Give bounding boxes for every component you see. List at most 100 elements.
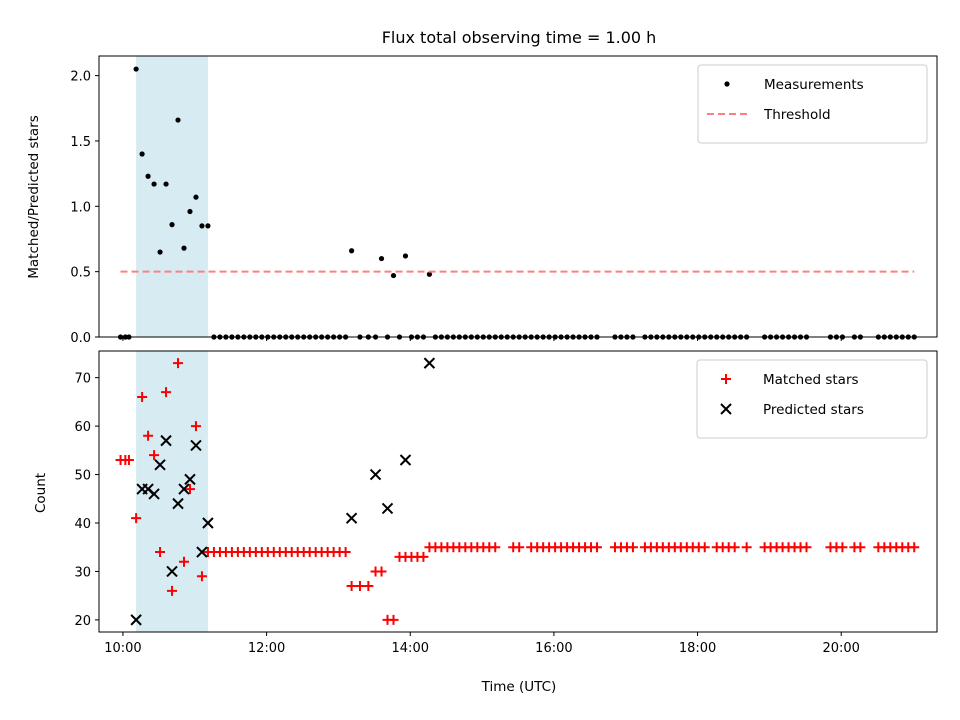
measurement-point xyxy=(426,271,433,277)
count-y-tick-label: 30 xyxy=(74,565,91,580)
matched-point xyxy=(592,542,603,553)
predicted-point xyxy=(184,473,196,486)
matched-point xyxy=(514,542,525,553)
matched-point xyxy=(137,392,148,403)
ratio-y-tick-label: 1.0 xyxy=(70,200,91,215)
predicted-point xyxy=(172,497,184,510)
matched-point xyxy=(490,542,501,553)
matched-point xyxy=(354,580,365,591)
predicted-point xyxy=(130,614,142,626)
matched-point xyxy=(855,542,866,553)
predicted-point xyxy=(190,439,202,452)
measurement-point xyxy=(390,272,397,279)
matched-point xyxy=(143,430,154,441)
predicted-point xyxy=(423,357,436,369)
legend-box xyxy=(697,64,928,144)
measurement-point xyxy=(193,194,199,200)
matched-point xyxy=(801,542,812,553)
predicted-point xyxy=(345,512,358,524)
ratio-axes-frame xyxy=(98,55,938,338)
predicted-point xyxy=(369,468,382,481)
x-tick-label: 10:00 xyxy=(104,641,141,656)
measurement-point xyxy=(378,255,385,262)
x-tick-label: 16:00 xyxy=(535,641,572,656)
measurement-point xyxy=(169,222,175,228)
measurement-point xyxy=(348,248,355,254)
ratio-legend: Measurements Threshold xyxy=(697,64,928,144)
measurement-point xyxy=(199,223,205,229)
ratio-y-tick-label: 0.5 xyxy=(70,266,91,281)
count-shaded-span xyxy=(136,351,208,632)
count-y-tick-label: 50 xyxy=(74,469,91,484)
x-tick-label: 12:00 xyxy=(248,641,285,656)
x-axis-label: Time (UTC) xyxy=(481,679,557,695)
predicted-point xyxy=(178,483,190,495)
predicted-point xyxy=(154,459,166,471)
ratio-panel: 0.0 0.5 1.0 1.5 2.0 Measurements Threshold xyxy=(70,55,938,346)
matched-point xyxy=(418,551,429,562)
measurement-point xyxy=(402,253,409,259)
ratio-y-tick-label: 0.0 xyxy=(70,331,91,346)
measurement-point xyxy=(163,181,169,187)
matched-point xyxy=(167,585,178,596)
measurement-point xyxy=(133,66,139,72)
measurement-point xyxy=(181,245,187,251)
predicted-point xyxy=(196,546,208,558)
matched-point xyxy=(699,542,710,553)
count-y-tick-label: 60 xyxy=(74,420,91,435)
count-series-1 xyxy=(130,357,436,626)
measurement-point xyxy=(139,151,145,157)
measurement-point xyxy=(151,181,157,187)
legend-label: Matched stars xyxy=(763,372,859,388)
legend-plus-marker xyxy=(721,374,731,384)
predicted-point xyxy=(148,488,160,500)
chart-title: Flux total observing time = 1.00 h xyxy=(382,28,657,47)
count-panel: 10:00 12:00 14:00 16:00 18:00 20:00 20 30 40 50 60… xyxy=(74,350,938,656)
count-y-tick-label: 70 xyxy=(74,372,91,387)
matched-point xyxy=(837,542,848,553)
measurement-point xyxy=(175,117,181,123)
matched-point xyxy=(729,542,740,553)
legend-x-marker xyxy=(720,403,732,415)
matched-point xyxy=(190,421,201,432)
predicted-point xyxy=(399,454,412,466)
matched-point xyxy=(741,542,752,553)
matched-point xyxy=(131,513,142,524)
predicted-point xyxy=(166,565,178,578)
matched-point xyxy=(363,580,374,591)
matched-point xyxy=(161,387,172,398)
ratio-y-tick-label: 2.0 xyxy=(70,70,91,85)
count-y-tick-label: 40 xyxy=(74,517,91,532)
legend-dot-marker xyxy=(724,81,730,87)
x-tick-label: 20:00 xyxy=(822,641,859,656)
matched-point xyxy=(149,450,160,461)
matched-point xyxy=(388,614,399,625)
x-tick-label: 14:00 xyxy=(392,641,429,656)
top-y-axis-label: Matched/Predicted stars xyxy=(26,115,42,278)
predicted-point xyxy=(160,434,172,447)
count-axes-frame xyxy=(98,350,938,633)
matched-point xyxy=(627,542,638,553)
matched-point xyxy=(184,484,195,495)
matched-point xyxy=(909,542,920,553)
matched-point xyxy=(123,455,134,466)
legend-label: Predicted stars xyxy=(763,402,864,418)
x-tick-label: 18:00 xyxy=(679,641,716,656)
matched-point xyxy=(155,547,166,558)
ratio-y-tick-label: 1.5 xyxy=(70,135,91,150)
legend-label: Threshold xyxy=(763,107,831,123)
legend-box xyxy=(696,359,928,439)
predicted-point xyxy=(202,517,214,529)
predicted-point xyxy=(381,502,394,515)
matched-point xyxy=(340,547,351,558)
matched-point xyxy=(376,566,387,577)
matched-point xyxy=(346,580,357,591)
measurement-point xyxy=(157,249,163,255)
legend-label: Measurements xyxy=(764,77,864,93)
count-y-tick-label: 20 xyxy=(74,614,91,629)
bottom-y-axis-label: Count xyxy=(33,473,49,513)
measurement-point xyxy=(145,173,151,179)
count-series-0 xyxy=(115,358,920,625)
count-legend: Matched stars Predicted stars xyxy=(696,359,928,439)
